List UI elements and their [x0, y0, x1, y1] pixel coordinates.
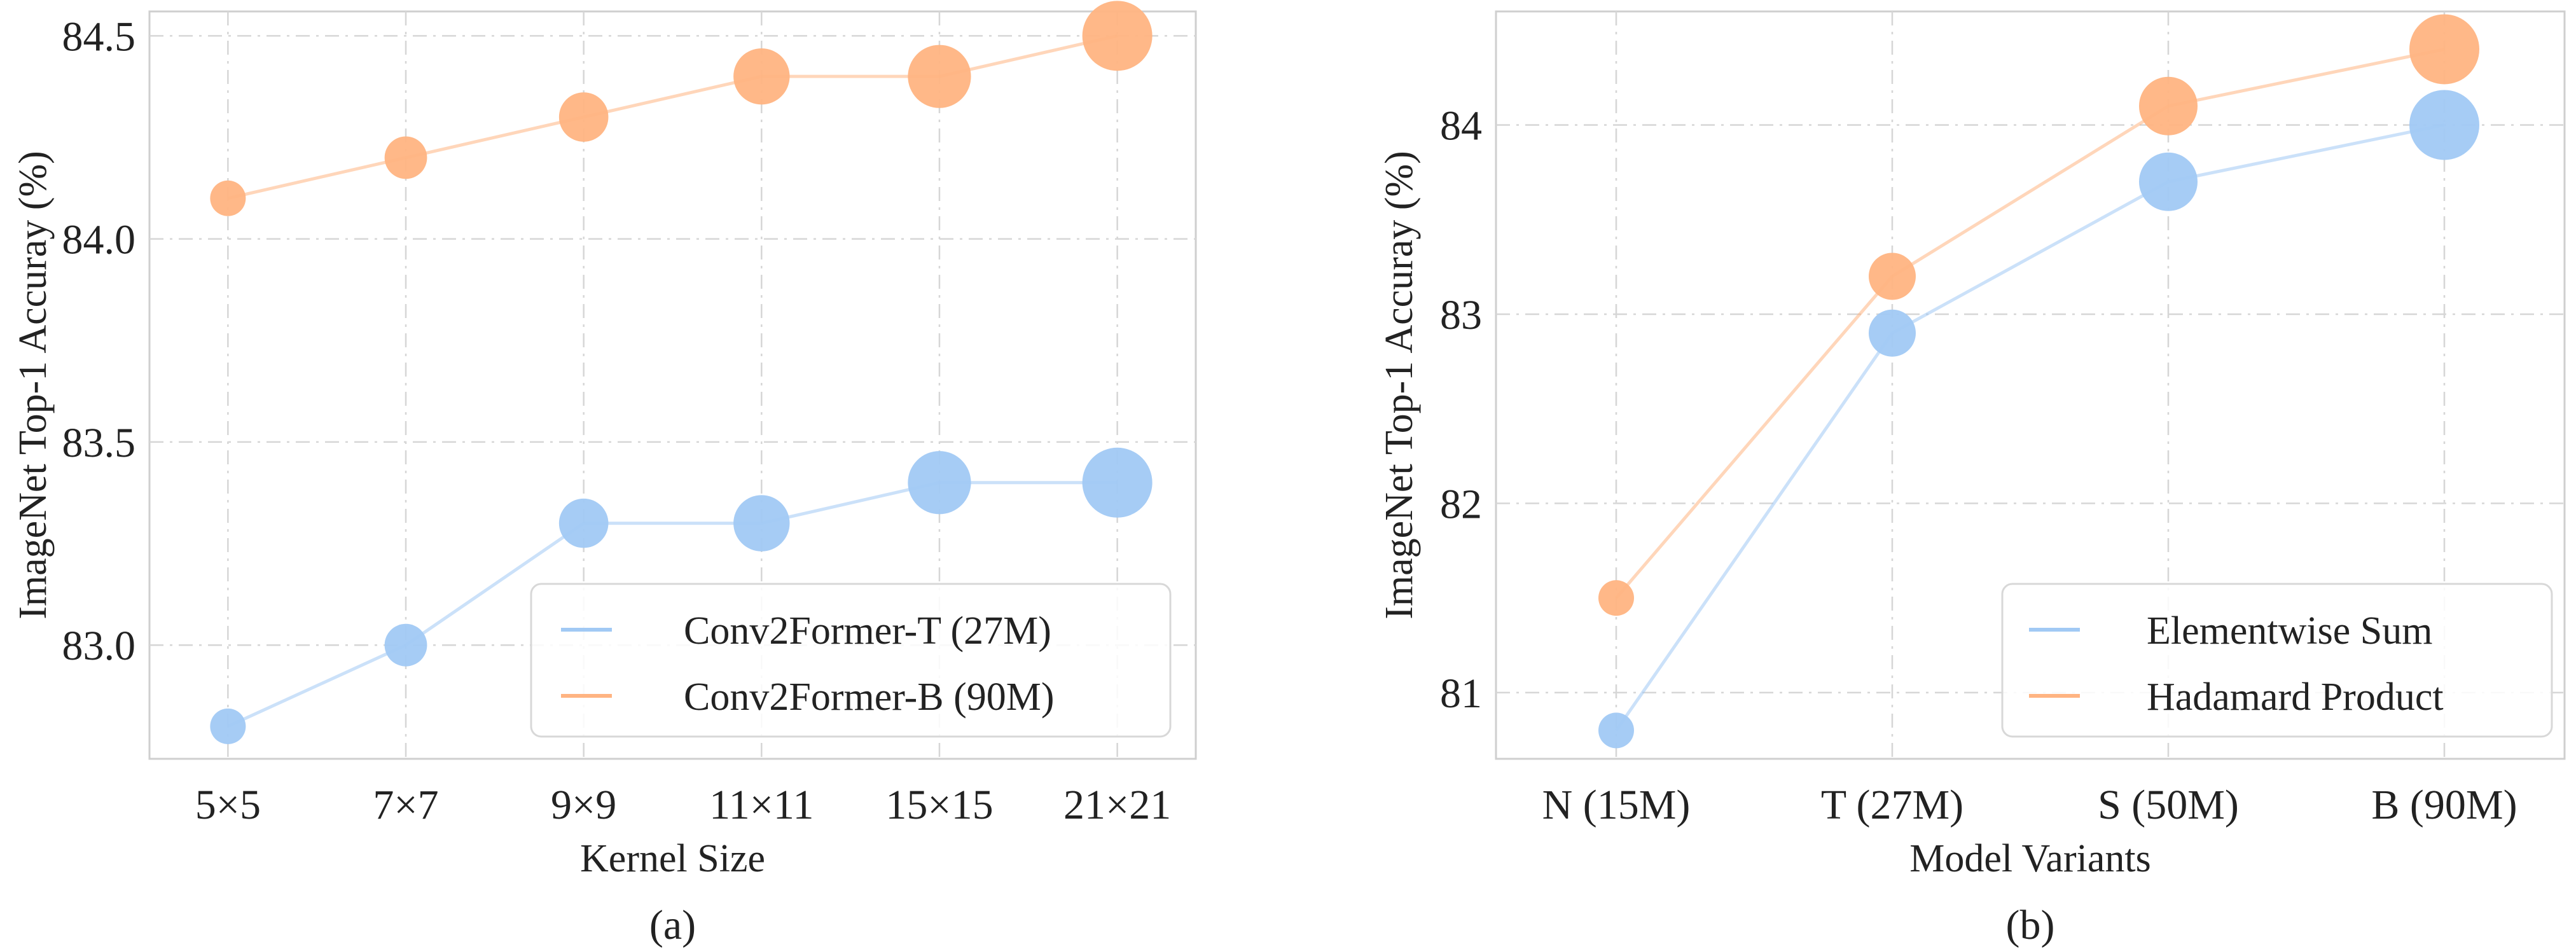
subfigure-caption: (a) — [649, 902, 696, 948]
legend-box — [530, 583, 1172, 738]
subfigure-caption: (b) — [2006, 902, 2055, 948]
series-1 — [210, 1, 1153, 216]
chart-b: N (15M) T (27M) S (50M) B (90M) 81 82 83 84 Elem… — [1378, 10, 2566, 948]
data-point — [2409, 90, 2479, 160]
legend-label: Elementwise Sum — [2147, 609, 2432, 653]
y-tick-label: 84.5 — [62, 13, 136, 60]
series-line — [1614, 123, 2445, 731]
data-point — [384, 136, 427, 179]
legend: Conv2Former-T (27M) Conv2Former-B (90M) — [530, 583, 1172, 738]
y-tick-label: 84.0 — [62, 217, 136, 263]
plot-frame — [148, 10, 1197, 760]
legend-box — [2001, 583, 2553, 738]
data-point — [1869, 309, 1916, 357]
x-tick-label: 11×11 — [709, 782, 814, 828]
y-tick-label: 81 — [1440, 670, 1482, 717]
series-0 — [1598, 90, 2479, 749]
data-point — [1598, 712, 1634, 749]
data-point — [908, 45, 971, 108]
data-point — [558, 498, 609, 548]
x-tick-label: 5×5 — [195, 782, 261, 828]
x-tick-label: 9×9 — [551, 782, 616, 828]
data-point — [1869, 253, 1916, 300]
data-point — [2139, 152, 2198, 211]
x-axis-label: Kernel Size — [580, 837, 765, 880]
data-point — [733, 495, 790, 551]
x-tick-label: B (90M) — [2371, 782, 2517, 828]
y-tick-label: 83 — [1440, 292, 1482, 338]
x-tick-label: 21×21 — [1063, 782, 1171, 828]
data-point — [384, 623, 427, 667]
legend: Elementwise Sum Hadamard Product — [2001, 583, 2553, 738]
data-point — [2409, 14, 2479, 85]
x-tick-label: 15×15 — [885, 782, 993, 828]
series-line — [227, 34, 1118, 200]
x-axis-label: Model Variants — [1909, 837, 2150, 880]
data-point — [1598, 580, 1634, 616]
x-tick-label: S (50M) — [2098, 782, 2239, 828]
legend-label: Conv2Former-B (90M) — [684, 675, 1055, 719]
y-tick-label: 83.0 — [62, 623, 136, 669]
series-line — [1615, 48, 2445, 599]
y-axis-label: ImageNet Top-1 Accuray (%) — [11, 151, 55, 620]
data-point — [210, 180, 246, 216]
x-tick-label: T (27M) — [1821, 782, 1963, 828]
chart-a: 5×5 7×7 9×9 11×11 15×15 21×21 83.0 83.5 84.0 84.5… — [11, 1, 1197, 948]
x-tick-label: N (15M) — [1542, 782, 1691, 828]
data-point — [1082, 1, 1153, 71]
data-point — [733, 48, 790, 105]
y-axis-label: ImageNet Top-1 Accuray (%) — [1378, 151, 1421, 620]
series-0 — [210, 447, 1153, 744]
y-tick-label: 83.5 — [62, 420, 136, 466]
data-point — [558, 92, 609, 142]
y-tick-label: 82 — [1440, 481, 1482, 527]
data-point — [210, 708, 246, 744]
data-point — [2139, 76, 2198, 135]
legend-label: Conv2Former-T (27M) — [684, 609, 1051, 653]
plot-frame — [1495, 10, 2566, 760]
data-point — [1082, 447, 1153, 518]
x-tick-label: 7×7 — [373, 782, 438, 828]
data-point — [908, 451, 971, 515]
legend-label: Hadamard Product — [2147, 675, 2444, 719]
y-tick-label: 84 — [1440, 102, 1482, 149]
series-1 — [1598, 14, 2479, 616]
